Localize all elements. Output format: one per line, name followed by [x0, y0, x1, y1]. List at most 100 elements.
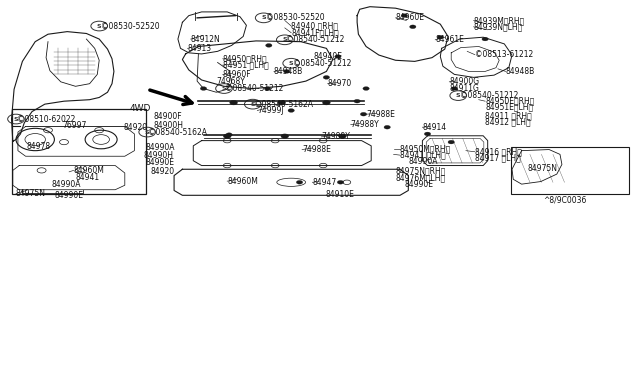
Text: 84970: 84970 [328, 79, 352, 88]
Text: 84920: 84920 [124, 123, 148, 132]
Circle shape [451, 87, 458, 90]
Text: 74989Y: 74989Y [321, 132, 350, 141]
Text: 84990E: 84990E [54, 191, 83, 200]
Text: 84950〈RH〉: 84950〈RH〉 [223, 54, 268, 63]
Text: 84900G: 84900G [449, 77, 479, 86]
Text: 84950M〈RH〉: 84950M〈RH〉 [400, 144, 451, 153]
Text: 84960M: 84960M [74, 166, 104, 175]
Bar [12, 109, 146, 194]
Circle shape [266, 44, 272, 47]
Text: 84939M〈RH〉: 84939M〈RH〉 [474, 16, 525, 25]
Text: 84990A: 84990A [146, 143, 175, 152]
Text: 84941 〈LH〉: 84941 〈LH〉 [400, 151, 445, 160]
Text: 84941F〈LH〉: 84941F〈LH〉 [291, 28, 339, 37]
Text: S: S [250, 102, 255, 107]
Text: 76997: 76997 [63, 121, 87, 130]
Circle shape [278, 100, 285, 105]
Circle shape [296, 180, 303, 184]
Text: S: S [456, 93, 461, 98]
Circle shape [288, 109, 294, 112]
Text: ©08540-51212: ©08540-51212 [293, 59, 351, 68]
Text: 84990E: 84990E [404, 180, 433, 189]
Text: 84975N〈RH〉: 84975N〈RH〉 [396, 167, 446, 176]
Text: 84990A: 84990A [408, 157, 438, 166]
Text: 84948B: 84948B [274, 67, 303, 76]
Text: 84911G: 84911G [449, 84, 479, 93]
Text: ©08540-51212: ©08540-51212 [460, 91, 518, 100]
Text: 84916 〈RH〉: 84916 〈RH〉 [475, 147, 522, 156]
Text: 84914: 84914 [422, 123, 447, 132]
Text: S: S [145, 129, 150, 135]
Text: 74968Y: 74968Y [216, 77, 245, 86]
Text: 84951 〈LH〉: 84951 〈LH〉 [223, 61, 268, 70]
Text: 74988E: 74988E [366, 110, 395, 119]
Circle shape [360, 112, 367, 116]
Circle shape [401, 14, 408, 17]
Text: 74988E: 74988E [302, 145, 331, 154]
Text: 84940 〈RH〉: 84940 〈RH〉 [291, 22, 338, 31]
Text: ©08513-61212: ©08513-61212 [475, 50, 533, 59]
Text: 84939N〈LH〉: 84939N〈LH〉 [474, 22, 523, 31]
Circle shape [437, 35, 444, 39]
Circle shape [323, 100, 330, 105]
Text: 84947: 84947 [312, 178, 337, 187]
Text: 84913: 84913 [188, 44, 212, 53]
Text: S: S [13, 116, 19, 122]
Circle shape [339, 134, 346, 138]
Text: ^8/9C0036: ^8/9C0036 [543, 196, 586, 205]
Text: S: S [261, 15, 266, 20]
Text: 84917 〈LH〉: 84917 〈LH〉 [475, 154, 520, 163]
Circle shape [424, 132, 431, 136]
Text: ©08540-51212: ©08540-51212 [225, 84, 284, 93]
Text: S: S [289, 61, 294, 66]
Text: ©08530-52520: ©08530-52520 [101, 22, 160, 31]
Text: 84900H: 84900H [154, 121, 184, 130]
Text: 84978: 84978 [27, 142, 51, 151]
Text: 84990H: 84990H [144, 151, 174, 160]
Text: 84948B: 84948B [506, 67, 535, 76]
Text: 84941: 84941 [76, 173, 100, 182]
Text: 84940E: 84940E [314, 52, 342, 61]
Text: 84910E: 84910E [325, 190, 354, 199]
Text: ©08540-5162A: ©08540-5162A [148, 128, 207, 137]
Text: S: S [221, 86, 227, 91]
Text: ©08540-5162A: ©08540-5162A [254, 100, 313, 109]
Circle shape [230, 100, 237, 105]
Circle shape [284, 70, 290, 73]
Text: 84960F: 84960F [223, 70, 252, 79]
Text: S: S [282, 37, 287, 42]
Text: 84990A: 84990A [51, 180, 81, 189]
Text: 4WD: 4WD [130, 104, 151, 113]
Circle shape [335, 55, 341, 58]
Text: 84975N: 84975N [528, 164, 558, 173]
Circle shape [281, 134, 289, 138]
Text: 84960M: 84960M [227, 177, 258, 186]
Text: ©08540-51212: ©08540-51212 [286, 35, 344, 44]
Circle shape [226, 133, 232, 137]
Circle shape [410, 25, 416, 29]
Circle shape [337, 180, 344, 184]
Text: 84911 〈RH〉: 84911 〈RH〉 [485, 112, 532, 121]
Text: S: S [97, 23, 102, 29]
Circle shape [323, 76, 330, 79]
Text: ©08530-52520: ©08530-52520 [266, 13, 324, 22]
Circle shape [354, 99, 360, 103]
Circle shape [384, 125, 390, 129]
Text: 84900F: 84900F [154, 112, 182, 121]
Text: 84990E: 84990E [146, 158, 175, 167]
Circle shape [264, 87, 271, 90]
Circle shape [448, 140, 454, 144]
Text: 84976M〈LH〉: 84976M〈LH〉 [396, 173, 445, 182]
Text: 84961E: 84961E [435, 35, 464, 44]
Text: 84975N: 84975N [16, 189, 46, 198]
Text: 84960E: 84960E [396, 13, 424, 22]
Circle shape [482, 37, 488, 41]
Text: 84950E〈RH〉: 84950E〈RH〉 [485, 97, 534, 106]
Circle shape [223, 134, 231, 138]
Text: 84912 〈LH〉: 84912 〈LH〉 [485, 118, 531, 126]
Text: 74988Y: 74988Y [351, 120, 380, 129]
Bar [511, 147, 629, 194]
Circle shape [200, 87, 207, 90]
Text: 74999J: 74999J [257, 106, 284, 115]
Text: 84920: 84920 [150, 167, 175, 176]
